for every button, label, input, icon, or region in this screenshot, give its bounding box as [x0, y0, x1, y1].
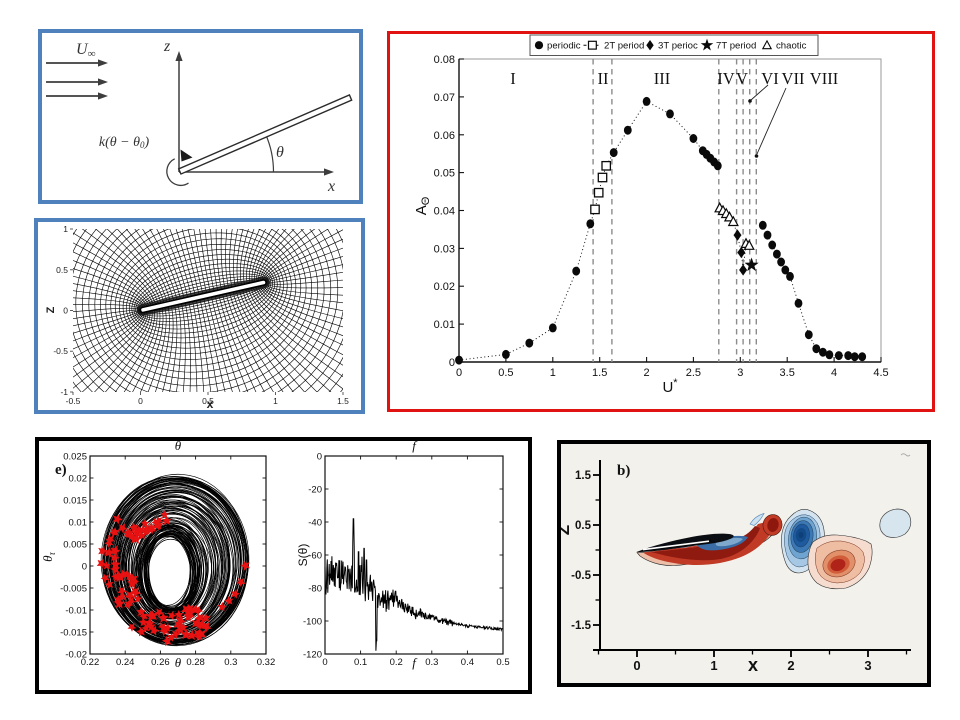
svg-text:-100: -100: [303, 617, 322, 628]
svg-text:0: 0: [317, 452, 322, 463]
svg-text:f: f: [412, 441, 418, 453]
svg-text:3: 3: [864, 658, 871, 673]
svg-text:b): b): [617, 463, 630, 479]
svg-text:θ: θ: [175, 655, 182, 670]
svg-text:0.02: 0.02: [434, 281, 455, 293]
svg-text:0.1: 0.1: [354, 657, 367, 668]
svg-text:VII: VII: [782, 69, 805, 88]
svg-text:0.26: 0.26: [151, 657, 170, 668]
svg-text:x: x: [748, 655, 758, 675]
svg-text:0.04: 0.04: [434, 206, 455, 218]
svg-text:3T perioc: 3T perioc: [658, 41, 698, 52]
svg-text:θ: θ: [175, 441, 182, 453]
svg-text:IV: IV: [717, 69, 734, 88]
svg-text:-80: -80: [308, 584, 322, 595]
svg-text:0.2: 0.2: [390, 657, 403, 668]
svg-text:-0.015: -0.015: [60, 628, 87, 639]
svg-text:0: 0: [63, 306, 68, 316]
svg-text:7T period: 7T period: [716, 41, 756, 52]
svg-text:2T period: 2T period: [604, 41, 644, 52]
svg-text:0.02: 0.02: [69, 474, 88, 485]
svg-text:-40: -40: [308, 518, 322, 529]
svg-text:-1.5: -1.5: [571, 620, 591, 632]
svg-text:3: 3: [737, 367, 743, 379]
svg-text:0.28: 0.28: [186, 657, 205, 668]
svg-text:0: 0: [138, 396, 143, 406]
svg-text:0.32: 0.32: [257, 657, 276, 668]
svg-text:-0.5: -0.5: [66, 396, 81, 406]
svg-text:Z: Z: [45, 306, 57, 313]
svg-text:0.06: 0.06: [434, 130, 455, 142]
svg-text:0: 0: [82, 562, 87, 573]
svg-text:1.5: 1.5: [592, 367, 607, 379]
svg-text:0: 0: [322, 657, 327, 668]
svg-text:0.005: 0.005: [63, 540, 87, 551]
svg-text:4.5: 4.5: [873, 367, 888, 379]
svg-text:chaotic: chaotic: [776, 41, 807, 52]
svg-text:θτ: θτ: [40, 551, 57, 561]
svg-text:0.4: 0.4: [461, 657, 474, 668]
svg-text:-1: -1: [60, 387, 68, 397]
svg-text:3.5: 3.5: [780, 367, 795, 379]
svg-text:VIII: VIII: [810, 69, 838, 88]
svg-text:-0.005: -0.005: [60, 584, 87, 595]
svg-text:0.01: 0.01: [434, 319, 455, 331]
svg-text:-0.5: -0.5: [571, 570, 591, 582]
svg-text:0.22: 0.22: [81, 657, 100, 668]
svg-text:III: III: [654, 69, 670, 88]
svg-text:-120: -120: [303, 650, 322, 661]
svg-text:0.5: 0.5: [202, 396, 214, 406]
svg-text:V: V: [736, 69, 748, 88]
svg-text:0.5: 0.5: [498, 367, 513, 379]
svg-text:0.3: 0.3: [425, 657, 438, 668]
svg-text:0.05: 0.05: [434, 168, 455, 180]
svg-text:0.5: 0.5: [575, 520, 592, 532]
svg-text:-60: -60: [308, 551, 322, 562]
svg-text:2.5: 2.5: [686, 367, 701, 379]
svg-text:1: 1: [63, 224, 68, 234]
svg-text:0.5: 0.5: [56, 265, 68, 275]
svg-text:0.24: 0.24: [116, 657, 135, 668]
svg-text:AΘ: AΘ: [413, 196, 432, 215]
svg-text:x: x: [207, 397, 214, 410]
svg-text:S(θ): S(θ): [296, 544, 310, 567]
svg-text:II: II: [598, 69, 609, 88]
svg-text:Z: Z: [561, 525, 573, 535]
svg-text:0.07: 0.07: [434, 92, 455, 104]
svg-text:2: 2: [787, 658, 794, 673]
svg-text:x: x: [327, 178, 335, 195]
svg-text:4: 4: [831, 367, 837, 379]
svg-text:VI: VI: [761, 69, 778, 88]
svg-text:I: I: [510, 69, 516, 88]
svg-text:periodic: periodic: [547, 41, 581, 52]
svg-text:-0.01: -0.01: [65, 606, 87, 617]
svg-text:1: 1: [550, 367, 556, 379]
svg-text:U*: U*: [662, 377, 678, 396]
svg-text:-20: -20: [308, 485, 322, 496]
svg-text:2: 2: [644, 367, 650, 379]
svg-text:e): e): [55, 462, 67, 478]
svg-text:-0.5: -0.5: [53, 346, 68, 356]
svg-text:θ: θ: [276, 144, 284, 161]
svg-text:0.01: 0.01: [69, 518, 88, 529]
svg-text:U∞: U∞: [76, 41, 96, 60]
svg-text:-0.02: -0.02: [65, 650, 87, 661]
svg-text:1: 1: [273, 396, 278, 406]
svg-text:k(θ − θ0): k(θ − θ0): [99, 135, 150, 150]
svg-text:0.03: 0.03: [434, 243, 455, 255]
svg-text:1.5: 1.5: [575, 470, 592, 482]
svg-text:z: z: [163, 38, 171, 55]
svg-text:0.5: 0.5: [496, 657, 509, 668]
svg-text:0: 0: [633, 658, 640, 673]
svg-text:0: 0: [456, 367, 462, 379]
svg-text:0.025: 0.025: [63, 452, 87, 463]
svg-text:1: 1: [710, 658, 717, 673]
svg-text:f: f: [412, 655, 418, 670]
svg-text:1.5: 1.5: [337, 396, 349, 406]
svg-text:0: 0: [449, 357, 455, 369]
svg-text:0.08: 0.08: [434, 54, 455, 66]
svg-text:0.015: 0.015: [63, 496, 87, 507]
svg-text:0.3: 0.3: [224, 657, 237, 668]
